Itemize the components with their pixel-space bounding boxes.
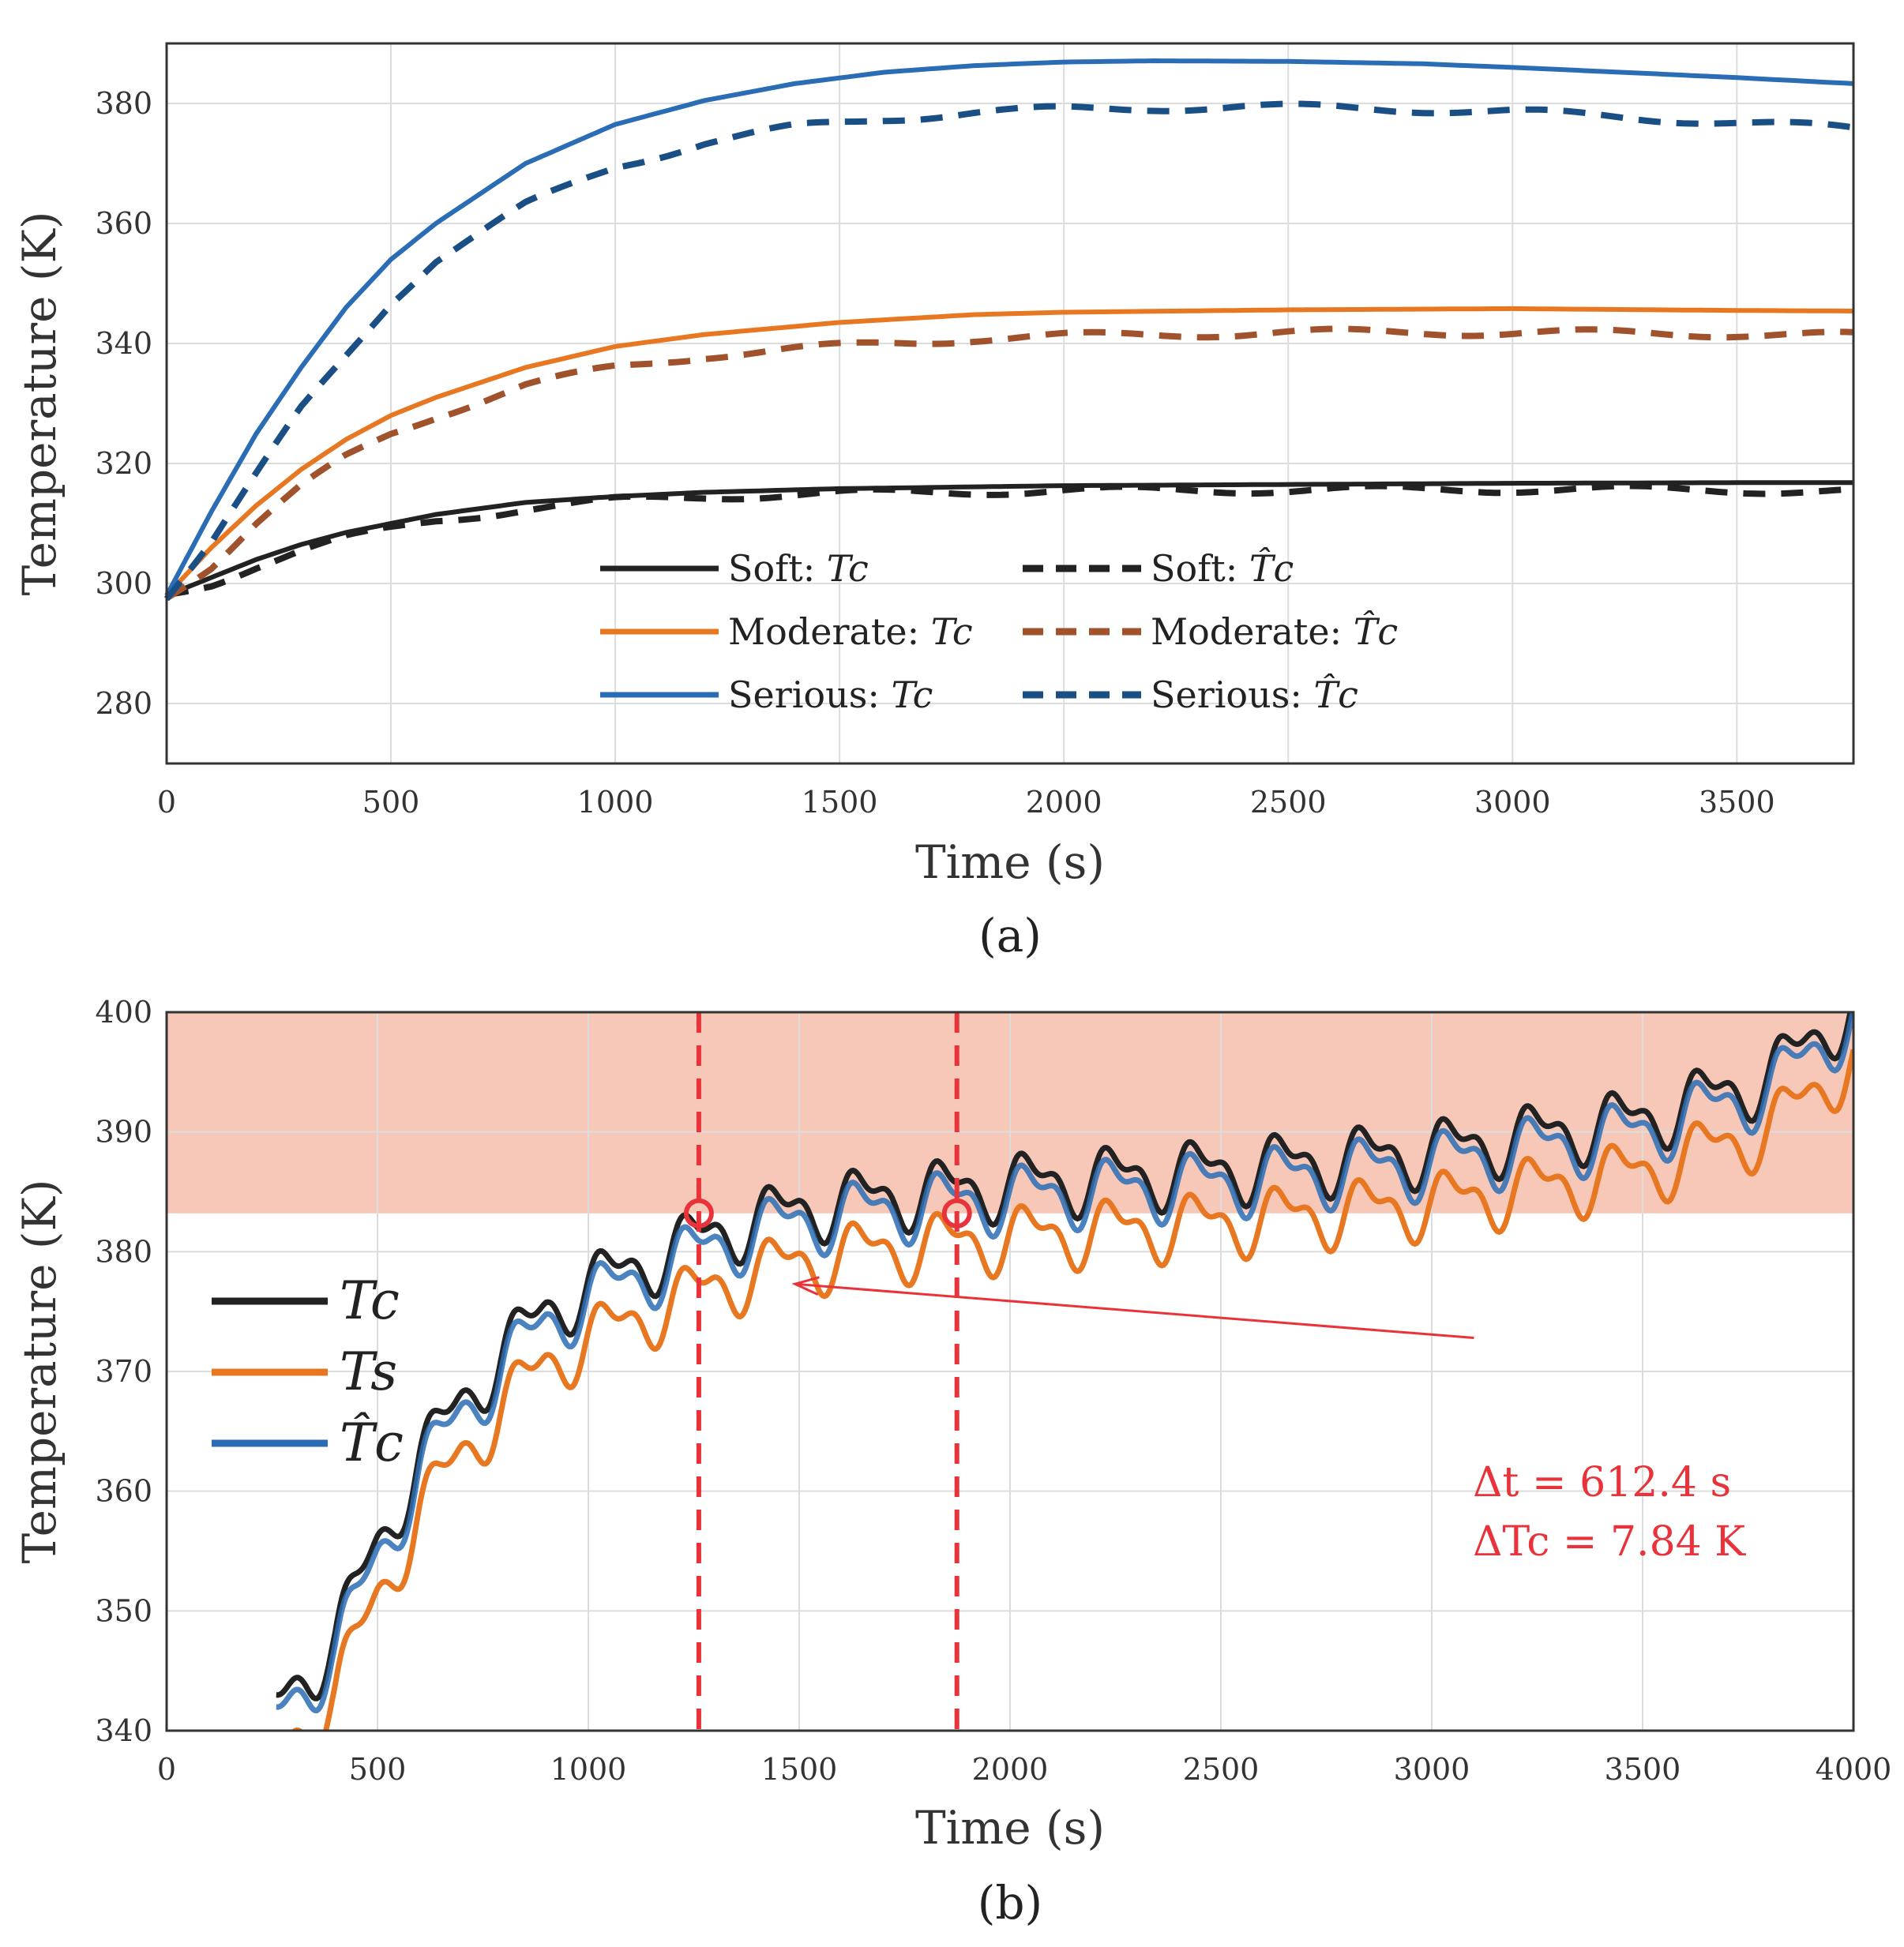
plot-area-a [167,43,1853,763]
y-tick-label: 340 [95,1713,152,1748]
legend-label: Soft: T̂c [1151,547,1294,590]
delta-t-label: Δt = 612.4 s [1473,1459,1731,1506]
annotation-arrowhead [791,1276,820,1296]
x-tick-label: 4000 [1816,1752,1892,1787]
x-axis-label-b: Time (s) [915,1801,1105,1855]
legend-label: Moderate: Tc [728,610,973,653]
axes-frame-a [165,42,1855,765]
series-line-T̂c [276,1012,1853,1714]
threshold-crossing-marker [941,1198,972,1229]
legend-label: Tc [340,1270,400,1331]
x-tick-label: 2000 [972,1752,1049,1787]
x-tick-label: 2500 [1183,1752,1260,1787]
x-tick-label: 500 [362,785,420,820]
legend-label: Serious: Tc [728,673,933,716]
x-tick-label: 3500 [1699,785,1775,820]
series-line-3 [166,482,1854,598]
delta-annotation: Δt = 612.4 s ΔTc = 7.84 K [1473,1459,1746,1566]
series-line-Tc [276,1012,1853,1701]
x-tick-label: 1500 [802,785,878,820]
series-line-Ts [291,1049,1853,1731]
x-tick-label: 2500 [1250,785,1327,820]
axes-frame-b [165,1011,1855,1732]
x-tick-label: 500 [349,1752,407,1787]
delta-tc-label: ΔTc = 7.84 K [1473,1518,1746,1566]
series-lines-b [276,1012,1853,1731]
x-tick-label: 3000 [1394,1752,1470,1787]
series-line-4 [164,325,1854,602]
x-tick-label: 1500 [761,1752,838,1787]
caption-a: (a) [978,909,1042,962]
y-tick-label: 370 [95,1354,152,1389]
caption-b: (b) [978,1876,1042,1930]
legend-label: Moderate: T̂c [1151,610,1398,653]
y-axis-label-b: Temperature (K) [13,1180,66,1564]
x-tick-label: 0 [157,785,176,820]
series-lines-a [163,58,1854,602]
series-line-1 [164,306,1854,598]
legend-b: Tc Ts T̂c [212,1270,404,1473]
y-tick-label: 280 [95,686,152,721]
y-tick-label: 380 [95,86,152,121]
tick-labels-a: 0 500 1000 1500 2000 2500 3000 3500 280 300 320 340… [95,86,1774,820]
y-tick-label: 400 [95,995,152,1030]
x-tick-label: 0 [157,1752,176,1787]
y-tick-label: 300 [95,566,152,601]
series-line-5 [163,100,1854,602]
x-tick-label: 1000 [550,1752,627,1787]
panel-b: 0 500 1000 1500 2000 2500 3000 3500 4000 340 350 36… [13,995,1891,1930]
legend-a: Soft: Tc Moderate: Tc Serious: Tc Soft: T̂c… [600,547,1398,716]
y-tick-label: 320 [95,446,152,481]
legend-label: Soft: Tc [728,547,869,590]
series-line-0 [165,480,1853,598]
x-tick-label: 3500 [1605,1752,1681,1787]
panel-a: 0 500 1000 1500 2000 2500 3000 3500 280 300 320 340… [13,42,1855,962]
y-tick-label: 360 [95,206,152,241]
x-tick-label: 1000 [577,785,654,820]
series-line-2 [164,58,1854,597]
grid-a [166,43,1853,763]
y-tick-label: 360 [95,1474,152,1509]
legend-label: Ts [340,1341,397,1402]
y-axis-label-a: Temperature (K) [13,212,66,596]
y-tick-label: 340 [95,326,152,361]
tick-labels-b: 0 500 1000 1500 2000 2500 3000 3500 4000 340 350 36… [95,995,1891,1787]
x-tick-label: 2000 [1026,785,1102,820]
legend-label: T̂c [340,1412,404,1473]
legend-label: Serious: T̂c [1151,673,1358,716]
time-markers [683,1012,1474,1731]
y-tick-label: 380 [95,1234,152,1269]
threshold-crossing-marker [683,1198,714,1229]
y-tick-label: 350 [95,1593,152,1628]
annotation-arrow [794,1282,1474,1340]
x-tick-label: 3000 [1474,785,1551,820]
y-tick-label: 390 [95,1115,152,1150]
x-axis-label-a: Time (s) [915,835,1105,889]
